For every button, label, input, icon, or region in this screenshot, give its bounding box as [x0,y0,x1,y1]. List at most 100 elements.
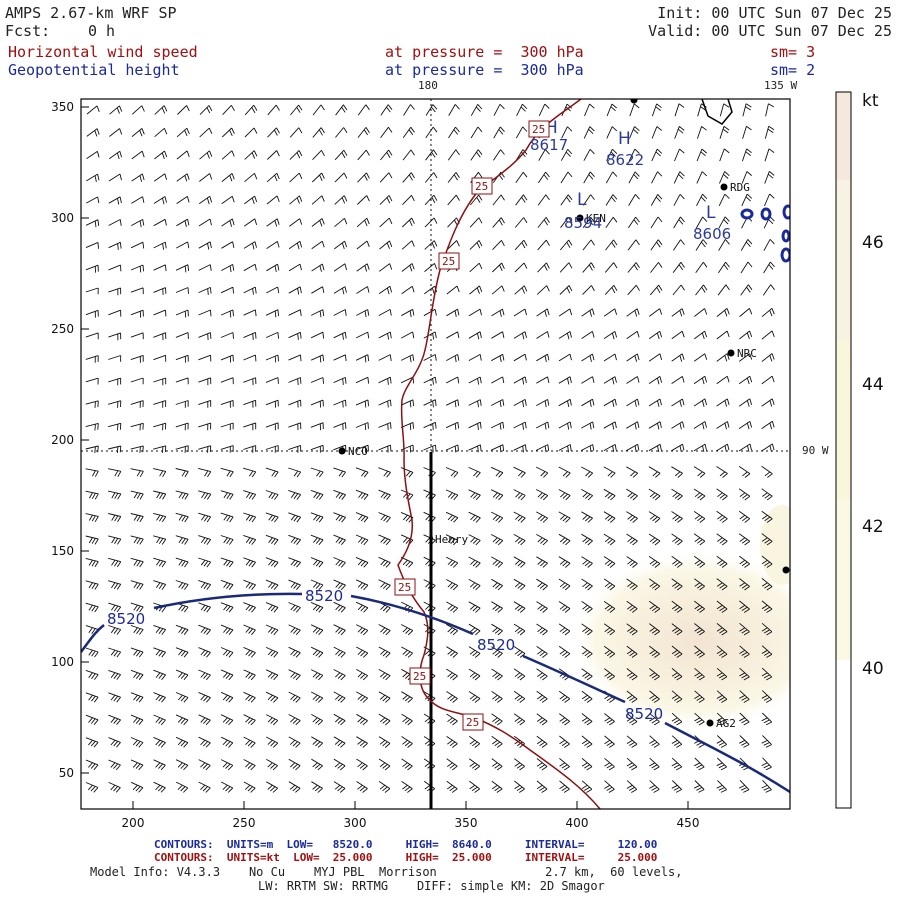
wind-barb [243,218,258,227]
wind-barb [243,669,256,681]
wind-barb [739,600,750,613]
wind-barb [739,353,753,362]
wind-barb [379,195,393,205]
wind-barb [716,466,728,478]
height-contour-label: 8520 [477,636,515,654]
wind-barb [311,263,325,272]
wind-barb [536,758,548,771]
wind-barb [651,126,662,139]
wind-barb [402,194,415,206]
wind-barb [108,669,121,680]
wind-barb [761,533,773,546]
wind-barb [716,308,730,317]
wind-barb [243,286,257,295]
wind-barb [513,646,526,658]
wind-barb [761,779,772,793]
wind-barb [514,285,528,295]
wind-barb [355,444,369,453]
wind-barb [739,622,750,636]
wind-barb [673,216,685,229]
wind-barb [130,513,144,523]
wind-barb [310,467,324,478]
wind-barb [153,173,168,182]
wind-barb [153,759,166,771]
wind-barb [491,262,505,273]
wind-barb [85,580,99,590]
wind-barb [198,286,212,295]
wind-barb [694,712,705,726]
wind-barb [198,602,211,613]
wind-barb [739,555,750,568]
wind-barb [424,217,438,228]
wind-barb [582,285,595,295]
wind-barb [741,193,753,207]
wind-barb [310,512,324,523]
wind-barb [378,736,391,748]
height-contour-info: CONTOURS: UNITS=m LOW= 8520.0 HIGH= 8640… [154,838,658,851]
wind-barb [288,781,301,793]
wind-barb [423,444,437,453]
wind-barb [220,377,234,385]
height-contour-label: 8520 [625,705,663,723]
height-contour-8520-east [522,654,626,704]
wind-barb [558,376,572,385]
wind-barb [220,781,234,793]
x-axis-tick-label: 450 [677,816,700,830]
wind-barb [604,735,615,748]
wind-barb [468,668,481,681]
wind-barb [130,287,144,295]
wind-barb [648,421,662,430]
wind-barb [446,240,460,250]
wind-barb [356,713,368,726]
height-contour-8520-center [350,594,474,636]
wind-barb [536,780,548,793]
wind-barb [738,533,751,546]
wind-barb [333,263,348,272]
wind-barb [513,623,526,636]
wind-barb [626,376,640,384]
height-contour-8520-center-west [153,592,303,610]
wind-barb [448,126,460,139]
wind-barb [468,556,481,568]
wind-barb [446,780,458,793]
wind-barb [289,218,303,227]
wind-barb [514,758,525,771]
wind-barb [536,331,550,339]
wind-barb [130,422,144,431]
wind-barb [288,422,302,431]
wind-barb [130,264,144,273]
wind-barb [221,736,234,748]
wind-barb [108,241,122,250]
wind-barb [626,578,638,591]
wind-barb [581,511,593,523]
wind-barb [603,466,616,478]
lon-label-135w: 135 W [764,79,798,92]
wind-barb [220,691,234,703]
wind-barb [266,759,279,771]
wind-barb [538,171,550,184]
wind-barb [244,195,258,205]
wind-barb [716,533,728,546]
wind-barb [86,128,100,137]
wind-barb [558,623,571,636]
wind-barb [603,533,616,546]
colorbar-label: 42 [862,517,884,537]
wind-barb [85,355,99,363]
pressure-center-letter: L [706,203,716,223]
wind-barb [740,261,753,274]
wind-barb [85,377,99,385]
wind-barb [626,308,640,317]
wind-barb [356,263,370,272]
forecast-hour: 0 h [88,22,116,40]
wind-barb [355,331,370,339]
wind-barb [536,399,550,408]
wind-barb [603,556,616,568]
product-title: AMPS 2.67-km WRF SP [5,4,177,22]
wind-barb [379,240,393,250]
wind-barb [400,444,414,453]
wind-barb [513,668,526,681]
wind-barb [355,512,369,523]
speed-contour-info: CONTOURS: UNITS=kt LOW= 25.000 HIGH= 25.… [154,851,658,864]
wind-barb [243,377,257,386]
wind-barb [266,172,280,183]
